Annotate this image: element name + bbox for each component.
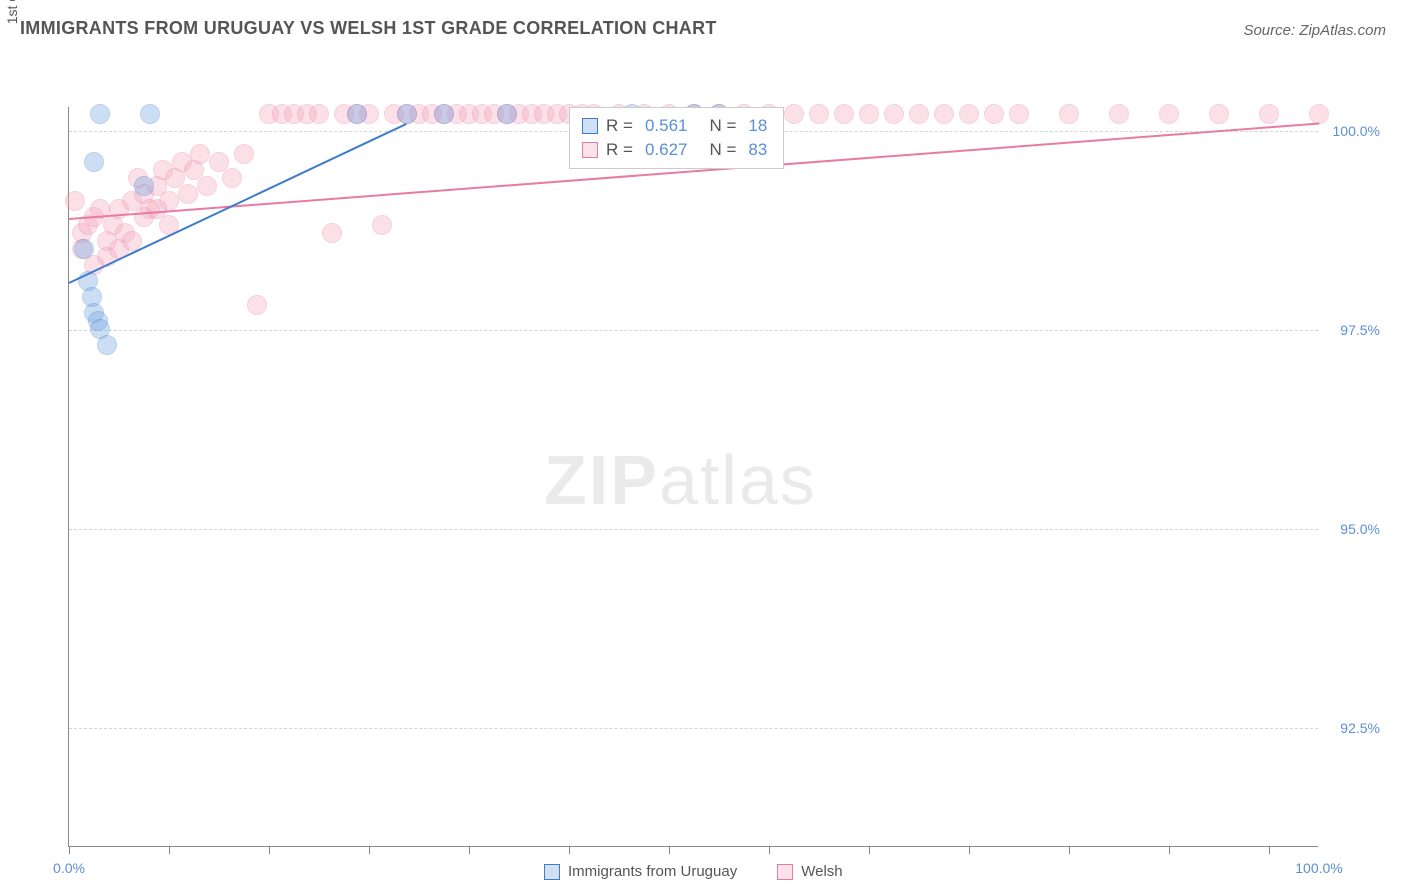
series-b-point [1309, 104, 1329, 124]
x-tick [269, 846, 270, 854]
legend-n-value: 83 [748, 140, 767, 160]
series-b-point [1209, 104, 1229, 124]
series-legend-item: Immigrants from Uruguay [544, 863, 737, 880]
series-legend-label: Immigrants from Uruguay [568, 863, 737, 880]
legend-r-label: R = [606, 140, 633, 160]
x-tick-label: 100.0% [1295, 860, 1342, 876]
series-b-point [834, 104, 854, 124]
series-b-point [909, 104, 929, 124]
series-b-point [234, 144, 254, 164]
y-tick-label: 100.0% [1325, 123, 1380, 139]
x-tick [469, 846, 470, 854]
series-legend: Immigrants from Uruguay Welsh [544, 863, 843, 880]
series-b-point [784, 104, 804, 124]
series-b-point [372, 215, 392, 235]
series-b-point [959, 104, 979, 124]
series-b-point [190, 144, 210, 164]
x-tick [69, 846, 70, 854]
series-b-point [984, 104, 1004, 124]
series-b-point [884, 104, 904, 124]
series-b-point [222, 168, 242, 188]
x-tick [669, 846, 670, 854]
legend-n-label: N = [709, 140, 736, 160]
stats-legend: R = 0.561 N = 18 R = 0.627 N = 83 [569, 107, 784, 169]
x-tick [1269, 846, 1270, 854]
series-a-point [74, 239, 94, 259]
series-a-point [90, 104, 110, 124]
series-a-point [497, 104, 517, 124]
series-b-point [1259, 104, 1279, 124]
series-a-point [347, 104, 367, 124]
legend-n-value: 18 [748, 116, 767, 136]
stats-legend-row: R = 0.627 N = 83 [582, 138, 771, 162]
series-b-point [247, 295, 267, 315]
series-a-point [134, 176, 154, 196]
series-b-point [65, 191, 85, 211]
series-a-point [140, 104, 160, 124]
series-b-point [1009, 104, 1029, 124]
gridline [69, 728, 1318, 729]
chart-source: Source: ZipAtlas.com [1243, 22, 1386, 39]
legend-r-value: 0.627 [645, 140, 688, 160]
series-b-point [859, 104, 879, 124]
x-tick [369, 846, 370, 854]
x-tick [969, 846, 970, 854]
legend-r-label: R = [606, 116, 633, 136]
legend-n-label: N = [709, 116, 736, 136]
y-tick-label: 97.5% [1325, 322, 1380, 338]
series-a-point [434, 104, 454, 124]
series-b-point [934, 104, 954, 124]
series-b-point [1109, 104, 1129, 124]
x-tick [569, 846, 570, 854]
x-tick [769, 846, 770, 854]
x-tick [1069, 846, 1070, 854]
x-tick [1169, 846, 1170, 854]
legend-swatch [582, 142, 598, 158]
x-tick [169, 846, 170, 854]
legend-swatch [582, 118, 598, 134]
gridline [69, 330, 1318, 331]
series-b-point [309, 104, 329, 124]
y-tick-label: 92.5% [1325, 720, 1380, 736]
gridline [69, 529, 1318, 530]
y-axis-label: 1st Grade [4, 0, 20, 24]
legend-swatch [544, 864, 560, 880]
legend-r-value: 0.561 [645, 116, 688, 136]
series-a-point [84, 152, 104, 172]
plot-region: ZIPatlas 92.5%95.0%97.5%100.0%0.0%100.0%… [68, 107, 1318, 847]
series-legend-item: Welsh [777, 863, 842, 880]
y-tick-label: 95.0% [1325, 521, 1380, 537]
series-b-point [809, 104, 829, 124]
watermark: ZIPatlas [544, 440, 817, 520]
series-b-point [1159, 104, 1179, 124]
series-b-point [197, 176, 217, 196]
chart-title: IMMIGRANTS FROM URUGUAY VS WELSH 1ST GRA… [20, 18, 717, 39]
series-a-point [397, 104, 417, 124]
series-b-point [1059, 104, 1079, 124]
x-tick [869, 846, 870, 854]
series-a-point [97, 335, 117, 355]
series-b-point [178, 184, 198, 204]
stats-legend-row: R = 0.561 N = 18 [582, 114, 771, 138]
series-b-point [322, 223, 342, 243]
series-legend-label: Welsh [801, 863, 842, 880]
legend-swatch [777, 864, 793, 880]
x-tick-label: 0.0% [53, 860, 85, 876]
